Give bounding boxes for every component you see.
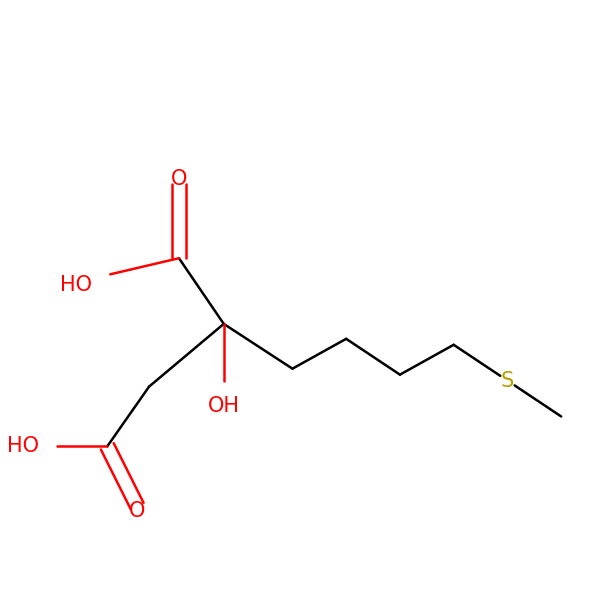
Text: HO: HO xyxy=(7,436,38,457)
Text: O: O xyxy=(129,501,145,521)
Text: O: O xyxy=(171,169,187,188)
Text: OH: OH xyxy=(208,395,240,416)
Text: S: S xyxy=(501,371,514,391)
Text: HO: HO xyxy=(61,275,92,295)
